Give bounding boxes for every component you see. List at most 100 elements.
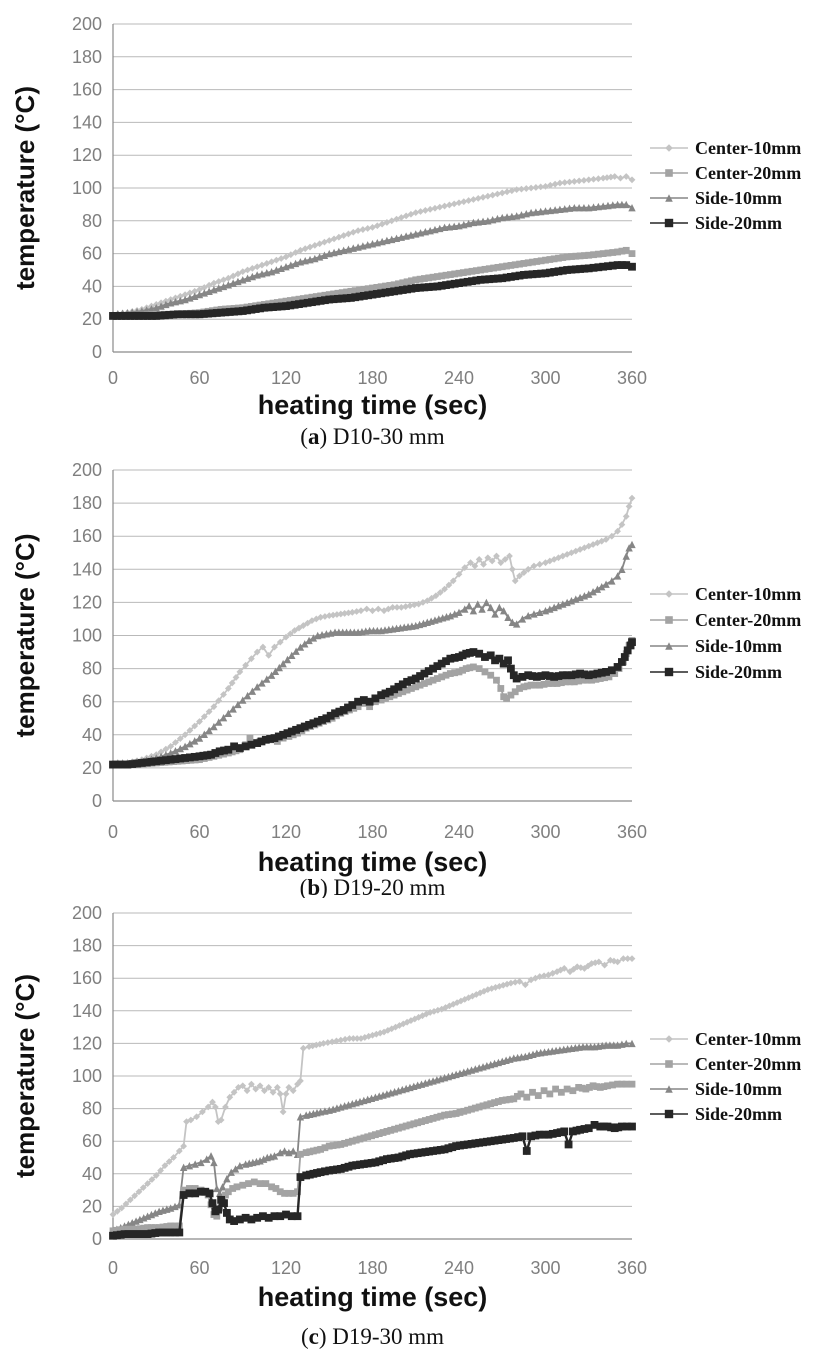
series-marker [334, 294, 342, 303]
series-marker [234, 307, 243, 316]
x-tick-label: 0 [108, 368, 118, 388]
series-marker [537, 257, 545, 265]
series-marker [588, 676, 596, 684]
series-marker [590, 251, 597, 259]
series-marker [347, 287, 355, 295]
series-marker [493, 676, 500, 684]
series-marker [316, 296, 325, 305]
series-marker [480, 987, 488, 995]
series-marker [540, 972, 548, 980]
series-marker [281, 1189, 288, 1197]
x-tick-label: 240 [444, 1258, 474, 1278]
series-marker [536, 973, 544, 980]
series-marker [282, 253, 290, 261]
series-marker [528, 672, 537, 680]
series-marker [230, 1217, 238, 1225]
series-marker [532, 184, 540, 191]
series-marker [348, 608, 356, 616]
series-marker [589, 263, 598, 272]
series-marker [518, 185, 525, 193]
series-marker [522, 1147, 531, 1155]
series-marker [493, 552, 500, 560]
series-marker [109, 1227, 117, 1235]
series-marker [491, 1099, 498, 1107]
series-marker [513, 1092, 521, 1100]
x-tick-label: 60 [189, 1258, 209, 1278]
series-marker [180, 1186, 188, 1194]
series-marker [229, 272, 237, 280]
series-marker [171, 1222, 179, 1230]
series-marker [624, 955, 632, 963]
series-center-20mm [109, 1080, 636, 1235]
series-marker [364, 291, 373, 300]
series-marker [239, 696, 247, 704]
series-marker [186, 739, 194, 748]
series-marker [270, 1212, 279, 1221]
legend-entry-center-10mm: Center-10mm [650, 138, 801, 158]
series-marker [545, 268, 554, 277]
series-marker [128, 760, 137, 768]
series-marker [373, 283, 381, 291]
series-marker [309, 719, 318, 728]
series-marker [484, 554, 492, 562]
chart-caption: (b) D19-20 mm [300, 875, 446, 898]
series-marker [599, 250, 607, 257]
series-marker [534, 1092, 542, 1099]
series-marker [282, 297, 290, 305]
series-marker [520, 260, 528, 267]
series-marker [524, 270, 533, 279]
series-marker [593, 1083, 601, 1090]
series-marker [495, 654, 504, 663]
series-marker [429, 273, 437, 281]
series-marker [576, 265, 584, 273]
series-marker [135, 312, 143, 320]
series-marker [607, 666, 616, 675]
y-tick-label: 80 [82, 659, 102, 679]
series-marker [204, 1103, 212, 1111]
series-marker [264, 1213, 273, 1222]
series-marker [267, 671, 276, 679]
series-marker [593, 669, 602, 678]
series-marker [521, 981, 529, 989]
series-marker [337, 1141, 345, 1148]
series-marker [508, 565, 516, 573]
series-marker [455, 570, 463, 578]
series-marker [243, 691, 252, 700]
legend-label: Center-10mm [695, 1029, 801, 1049]
series-marker [442, 271, 450, 279]
series-marker [313, 1146, 321, 1154]
series-marker [495, 1098, 502, 1105]
series-marker [224, 274, 232, 282]
series-marker [507, 691, 515, 699]
series-marker [527, 184, 535, 192]
series-marker [479, 1102, 487, 1110]
series-marker [472, 991, 480, 998]
series-marker [589, 587, 597, 596]
series-marker [433, 282, 442, 291]
legend-entry-side-10mm: Side-10mm [650, 1079, 782, 1099]
series-marker [601, 961, 609, 969]
series-marker [117, 312, 126, 320]
series-marker [491, 656, 499, 665]
series-marker [449, 577, 457, 585]
series-marker [210, 703, 218, 711]
series-marker [411, 674, 420, 683]
series-marker [248, 687, 257, 695]
series-marker [613, 261, 622, 269]
series-marker [613, 663, 622, 671]
series-marker [256, 304, 264, 313]
series-marker [246, 734, 254, 742]
series-marker [599, 262, 608, 271]
series-marker [232, 674, 240, 681]
series-marker [408, 277, 415, 285]
x-tick-label: 360 [617, 1258, 647, 1278]
series-marker [487, 671, 495, 679]
chart-b-canvas: 0 20 40 60 80 100 120 140 160 180 200 0 60 120 180 240 3… [0, 452, 816, 900]
legend-entry-side-20mm: Side-20mm [650, 1104, 782, 1124]
series-marker [535, 1130, 544, 1139]
series-marker [304, 619, 312, 627]
series-marker [398, 680, 407, 689]
series-marker [357, 1035, 365, 1042]
series-marker [387, 1126, 395, 1134]
series-marker [351, 287, 359, 295]
